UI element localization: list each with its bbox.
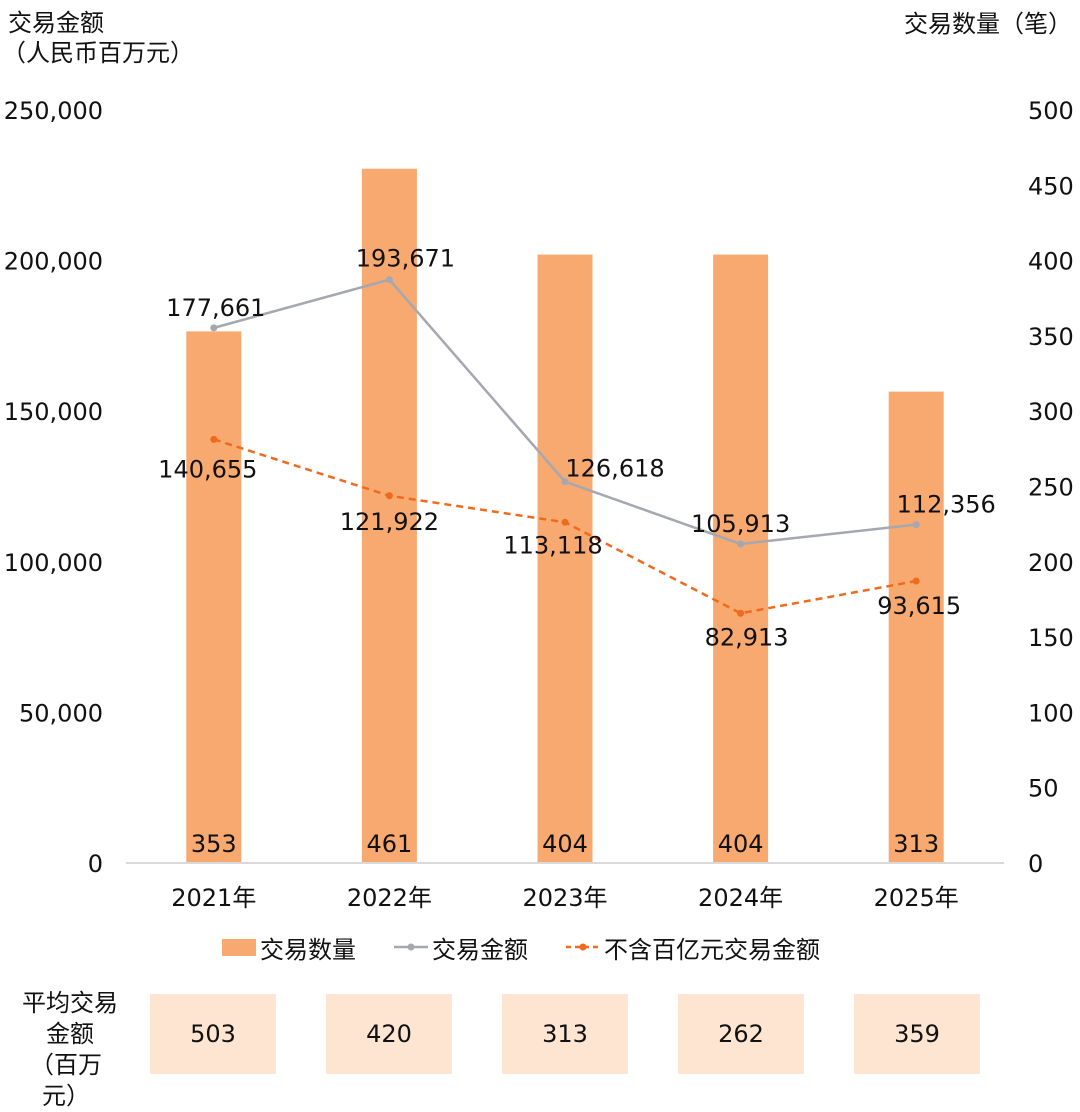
bar-0 bbox=[186, 331, 242, 864]
data-label-amount-3: 105,913 bbox=[691, 510, 790, 538]
legend-item-amount-excl: 不含百亿元交易金额 bbox=[566, 930, 820, 965]
x-tick-label: 2023年 bbox=[522, 884, 607, 912]
right-tick-label: 450 bbox=[1028, 172, 1074, 200]
right-tick-label: 250 bbox=[1028, 474, 1074, 502]
legend-item-count: 交易数量 bbox=[222, 930, 356, 965]
left-tick-label: 250,000 bbox=[4, 97, 103, 125]
average-box-2023: 313 bbox=[502, 994, 628, 1074]
legend-label-amount: 交易金额 bbox=[432, 935, 528, 964]
average-box-2022: 420 bbox=[326, 994, 452, 1074]
right-axis-title: 交易数量（笔） bbox=[904, 10, 1072, 38]
x-tick-label: 2025年 bbox=[874, 884, 959, 912]
data-label-amount-excl-2: 113,118 bbox=[503, 531, 602, 559]
x-tick-label: 2021年 bbox=[171, 884, 256, 912]
point-amount-excl-4 bbox=[912, 577, 920, 585]
average-label-line2: 金额 bbox=[46, 1020, 94, 1048]
legend: 交易数量 交易金额 不含百亿元交易金额 bbox=[222, 930, 858, 964]
point-amount-1 bbox=[385, 276, 393, 284]
left-tick-label: 50,000 bbox=[19, 699, 103, 727]
left-tick-label: 150,000 bbox=[4, 398, 103, 426]
bar-swatch-icon bbox=[222, 938, 256, 956]
data-label-amount-2: 126,618 bbox=[565, 455, 664, 483]
x-tick-label: 2024年 bbox=[698, 884, 783, 912]
average-amount-label: 平均交易 金额 （百万元） bbox=[22, 988, 118, 1112]
bar-value-label-1: 461 bbox=[366, 830, 412, 858]
gray-line-swatch-icon bbox=[394, 943, 428, 951]
right-tick-label: 350 bbox=[1028, 323, 1074, 351]
bar-2 bbox=[537, 254, 593, 864]
legend-item-amount: 交易金额 bbox=[394, 930, 528, 965]
right-tick-label: 100 bbox=[1028, 699, 1074, 727]
x-tick-label: 2022年 bbox=[347, 884, 432, 912]
bar-value-label-0: 353 bbox=[191, 830, 237, 858]
point-amount-excl-1 bbox=[385, 492, 393, 500]
bar-3 bbox=[713, 254, 769, 864]
point-amount-excl-0 bbox=[210, 435, 218, 443]
left-tick-label: 100,000 bbox=[4, 549, 103, 577]
bar-value-label-4: 313 bbox=[893, 830, 939, 858]
right-tick-label: 500 bbox=[1028, 97, 1074, 125]
data-label-amount-1: 193,671 bbox=[356, 245, 455, 273]
point-amount-excl-2 bbox=[561, 518, 569, 526]
point-amount-0 bbox=[210, 324, 218, 332]
point-amount-4 bbox=[912, 521, 920, 529]
data-label-amount-excl-0: 140,655 bbox=[158, 455, 257, 483]
legend-label-count: 交易数量 bbox=[260, 935, 356, 964]
average-box-2021: 503 bbox=[150, 994, 276, 1074]
bar-4 bbox=[888, 391, 944, 863]
data-label-amount-excl-4: 93,615 bbox=[877, 592, 961, 620]
left-axis-title-line2: （人民币百万元） bbox=[2, 39, 194, 67]
point-amount-excl-3 bbox=[737, 609, 745, 617]
legend-label-amount-excl: 不含百亿元交易金额 bbox=[604, 935, 820, 964]
right-tick-label: 150 bbox=[1028, 624, 1074, 652]
data-label-amount-excl-1: 121,922 bbox=[340, 508, 439, 536]
point-amount-3 bbox=[737, 540, 745, 548]
average-label-line3: （百万元） bbox=[30, 1051, 102, 1110]
data-label-amount-0: 177,661 bbox=[166, 294, 265, 322]
dashed-orange-line-swatch-icon bbox=[566, 943, 600, 951]
bar-value-label-3: 404 bbox=[718, 830, 764, 858]
combo-chart: 353 461 404 404 313 0 50,000 100,000 150,000 200,… bbox=[4, 97, 1074, 912]
point-amount-2 bbox=[561, 478, 569, 486]
left-axis-title-line1: 交易金额 bbox=[8, 9, 104, 37]
left-axis-title: 交易金额 （人民币百万元） bbox=[2, 8, 194, 68]
bar-value-label-2: 404 bbox=[542, 830, 588, 858]
right-tick-label: 400 bbox=[1028, 248, 1074, 276]
left-tick-label: 0 bbox=[88, 850, 103, 878]
average-box-2025: 359 bbox=[854, 994, 980, 1074]
right-tick-label: 0 bbox=[1028, 850, 1043, 878]
average-box-2024: 262 bbox=[678, 994, 804, 1074]
right-tick-label: 200 bbox=[1028, 549, 1074, 577]
data-label-amount-excl-3: 82,913 bbox=[705, 623, 789, 651]
right-tick-label: 300 bbox=[1028, 398, 1074, 426]
left-tick-label: 200,000 bbox=[4, 248, 103, 276]
average-label-line1: 平均交易 bbox=[22, 989, 118, 1017]
right-tick-label: 50 bbox=[1028, 775, 1059, 803]
data-label-amount-4: 112,356 bbox=[897, 491, 996, 519]
